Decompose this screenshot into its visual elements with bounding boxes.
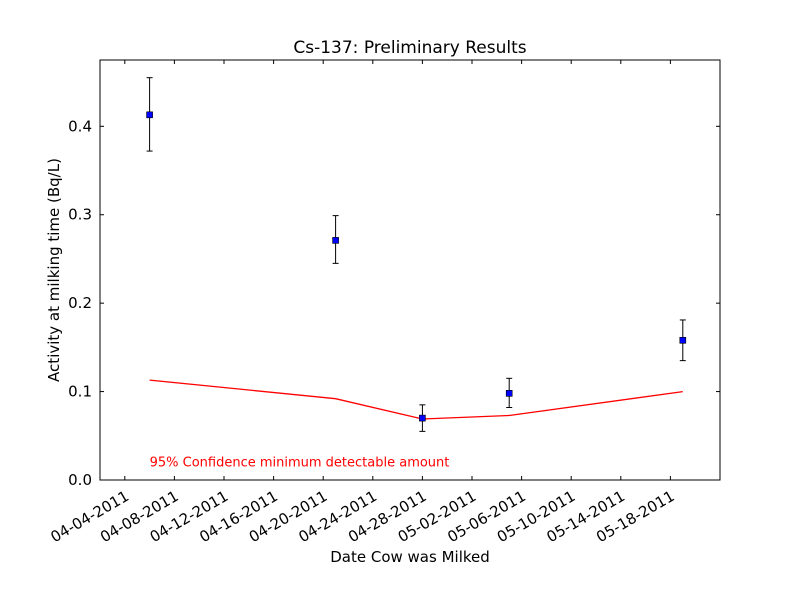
plot-frame xyxy=(99,59,721,481)
plot-area xyxy=(100,60,720,480)
data-point xyxy=(419,414,426,422)
data-point-layer xyxy=(146,111,687,422)
y-tick-label: 0.3 xyxy=(68,206,92,224)
data-point xyxy=(332,237,339,244)
mdl-annotation: 95% Confidence minimum detectable amount xyxy=(150,456,450,471)
y-tick-label: 0.4 xyxy=(68,117,92,135)
x-axis-label: Date Cow was Milked xyxy=(330,548,490,566)
y-axis-label: Activity at milking time (Bq/L) xyxy=(45,158,63,382)
data-point xyxy=(679,336,687,344)
y-tick-label: 0.1 xyxy=(68,383,92,401)
chart-title: Cs-137: Preliminary Results xyxy=(293,38,526,58)
data-point xyxy=(505,390,513,397)
y-tick-label: 0.0 xyxy=(68,471,92,489)
y-tick-label: 0.2 xyxy=(68,294,92,312)
data-point xyxy=(146,111,153,119)
